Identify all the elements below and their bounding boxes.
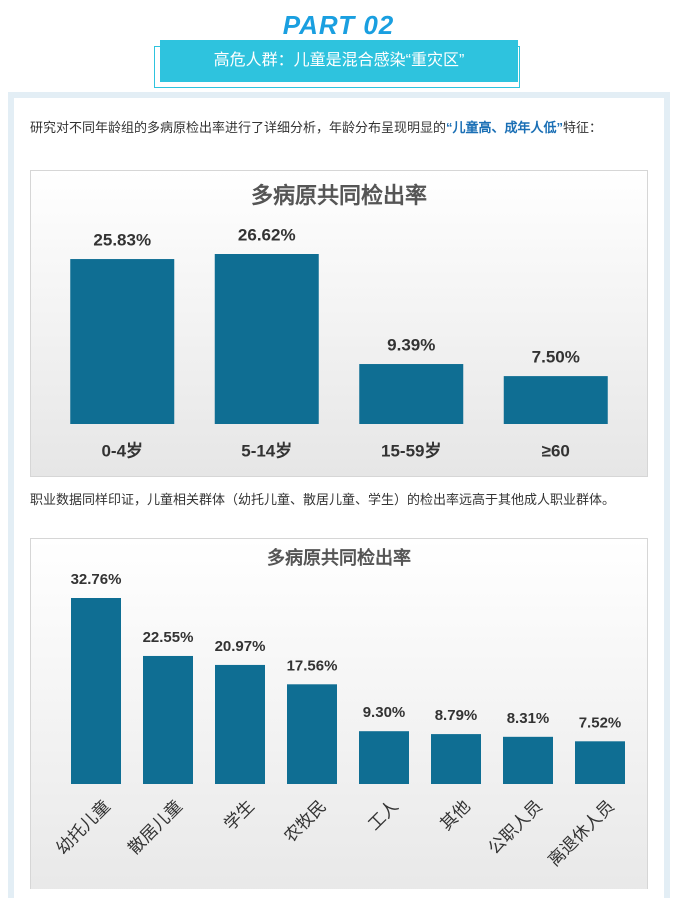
text: 研究对不同年龄组的多病原检出率进行了详细分析，年龄分布呈现明显的: [30, 120, 447, 135]
data-label: 17.56%: [287, 657, 338, 674]
data-label: 22.55%: [143, 629, 194, 646]
data-label: 9.39%: [387, 336, 435, 355]
highlight: “儿童高、成年人低”: [446, 120, 564, 135]
paragraph: 研究对不同年龄组的多病原检出率进行了详细分析，年龄分布呈现明显的“儿童高、成年人…: [30, 114, 650, 141]
text: 职业数据同样印证，儿童相关群体（幼托儿童、散居儿童、学生）的检出率远高于其他成人…: [30, 492, 616, 507]
bar: [359, 731, 409, 784]
bar: [215, 664, 265, 784]
data-label: 26.62%: [238, 225, 296, 244]
bar: [575, 741, 625, 784]
part-label: PART 02: [282, 10, 395, 40]
bar: [287, 684, 337, 784]
chart-title: 多病原共同检出率: [251, 183, 427, 208]
x-tick-label: 15-59岁: [381, 440, 441, 460]
section-title: 高危人群：儿童是混合感染“重灾区”: [160, 40, 518, 82]
data-label: 8.31%: [507, 710, 550, 727]
bar: [503, 376, 608, 424]
bar: [431, 734, 481, 784]
text: 特征：: [563, 120, 603, 135]
data-label: 9.30%: [363, 704, 406, 721]
data-label: 8.79%: [435, 707, 478, 724]
x-tick-label: 5-14岁: [241, 440, 292, 460]
data-label: 7.50%: [532, 348, 580, 367]
bar: [503, 736, 553, 784]
bar: [143, 655, 193, 784]
data-label: 20.97%: [215, 638, 266, 655]
bar: [71, 598, 121, 784]
chart: 多病原共同检出率32.76%幼托儿童22.55%散居儿童20.97%学生17.5…: [30, 538, 648, 889]
chart: 多病原共同检出率 25.83% 0-4岁 26.62% 5-14岁 9.39% 15-59岁…: [30, 170, 648, 477]
chart-frame: [30, 538, 648, 889]
x-tick-label: ≥60: [542, 441, 570, 460]
bar: [214, 254, 319, 424]
chart-title: 多病原共同检出率: [267, 547, 411, 568]
data-label: 25.83%: [93, 231, 151, 250]
bar: [70, 259, 175, 424]
data-label: 7.52%: [579, 714, 622, 731]
paragraph: 职业数据同样印证，儿童相关群体（幼托儿童、散居儿童、学生）的检出率远高于其他成人…: [30, 486, 650, 513]
bar: [359, 364, 464, 424]
data-label: 32.76%: [71, 571, 122, 588]
x-tick-label: 0-4岁: [101, 440, 143, 460]
